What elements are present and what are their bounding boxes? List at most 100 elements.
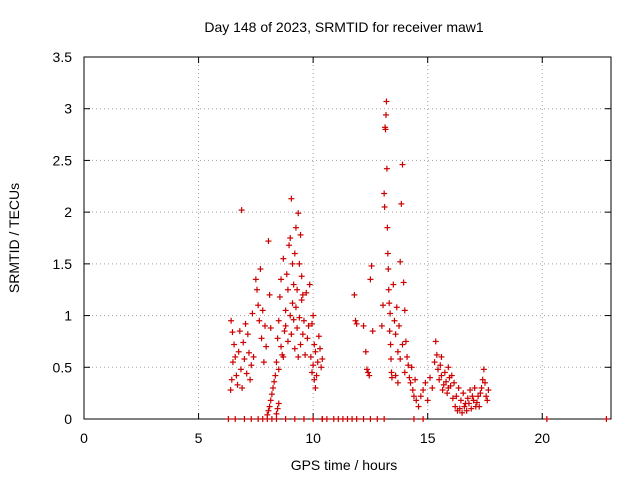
- data-point: [270, 384, 277, 391]
- data-point: [436, 376, 443, 383]
- data-point: [284, 286, 291, 293]
- data-point: [399, 161, 406, 168]
- data-point: [233, 372, 240, 379]
- data-point: [273, 359, 280, 366]
- data-point: [240, 339, 247, 346]
- data-point: [260, 359, 267, 366]
- data-point: [243, 370, 250, 377]
- data-point: [259, 307, 266, 314]
- data-point: [399, 341, 406, 348]
- data-point: [310, 362, 317, 369]
- data-point: [448, 372, 455, 379]
- data-point: [244, 331, 251, 338]
- data-point: [360, 322, 367, 329]
- data-point: [247, 376, 254, 383]
- data-point: [378, 322, 385, 329]
- data-point: [451, 379, 458, 386]
- data-point: [262, 322, 269, 329]
- data-point: [253, 286, 260, 293]
- data-point: [456, 405, 463, 412]
- data-point: [300, 317, 307, 324]
- data-point: [385, 286, 392, 293]
- y-tick-label: 3.5: [53, 49, 73, 65]
- data-point: [460, 390, 467, 397]
- data-point: [287, 235, 294, 241]
- data-point: [386, 328, 393, 335]
- data-point: [387, 310, 394, 317]
- data-point: [308, 320, 315, 327]
- data-point: [295, 210, 302, 217]
- data-point: [278, 343, 285, 350]
- data-point: [265, 407, 272, 414]
- data-point: [429, 384, 436, 391]
- data-point: [473, 399, 480, 406]
- data-point: [228, 317, 235, 324]
- data-point: [278, 276, 285, 283]
- data-point: [362, 348, 369, 355]
- data-point: [398, 200, 405, 207]
- data-point: [273, 410, 280, 417]
- data-point: [271, 378, 278, 385]
- data-point: [311, 376, 318, 383]
- data-point: [477, 390, 484, 397]
- data-point: [384, 250, 391, 257]
- data-point: [394, 379, 401, 386]
- data-point: [470, 397, 477, 404]
- data-point: [318, 364, 325, 371]
- data-point: [426, 374, 433, 381]
- data-point: [406, 374, 413, 381]
- data-point: [280, 353, 287, 360]
- data-point: [412, 376, 419, 383]
- data-point: [392, 331, 399, 338]
- data-point: [308, 369, 315, 376]
- data-point: [468, 405, 475, 412]
- data-point: [387, 341, 394, 348]
- y-tick-label: 0: [64, 411, 72, 427]
- data-point: [396, 322, 403, 329]
- data-point: [352, 317, 359, 324]
- data-point: [242, 320, 249, 327]
- data-point: [258, 335, 265, 342]
- data-point: [239, 384, 246, 391]
- data-point: [386, 300, 393, 307]
- data-point: [235, 348, 242, 355]
- data-point: [249, 310, 256, 317]
- data-point: [313, 372, 320, 379]
- data-point: [410, 393, 417, 400]
- data-point: [447, 382, 454, 389]
- y-tick-label: 0.5: [53, 359, 73, 375]
- data-point: [304, 335, 311, 342]
- data-point: [603, 416, 610, 422]
- data-point: [360, 416, 367, 422]
- data-point: [289, 300, 296, 307]
- data-point: [415, 403, 422, 410]
- data-point: [385, 266, 392, 273]
- data-point: [312, 384, 319, 391]
- data-point: [461, 403, 468, 410]
- data-point: [298, 273, 305, 280]
- data-point: [238, 207, 245, 214]
- data-point: [289, 260, 296, 267]
- data-point: [443, 378, 450, 385]
- data-point: [288, 331, 295, 338]
- data-point: [225, 416, 232, 422]
- data-point: [388, 369, 395, 376]
- data-point: [401, 369, 408, 376]
- data-point: [310, 312, 317, 319]
- data-point: [282, 416, 289, 422]
- y-tick-label: 1: [64, 308, 72, 324]
- x-tick-label: 0: [80, 430, 88, 446]
- data-point: [353, 416, 360, 422]
- data-point: [291, 250, 298, 257]
- data-point: [407, 379, 414, 386]
- data-point: [310, 416, 317, 422]
- data-point: [381, 416, 388, 422]
- data-point: [397, 258, 404, 265]
- data-point: [314, 359, 321, 366]
- data-point: [437, 362, 444, 369]
- data-point: [431, 359, 438, 366]
- data-point: [237, 366, 244, 373]
- data-point: [284, 338, 291, 345]
- data-point: [449, 395, 456, 402]
